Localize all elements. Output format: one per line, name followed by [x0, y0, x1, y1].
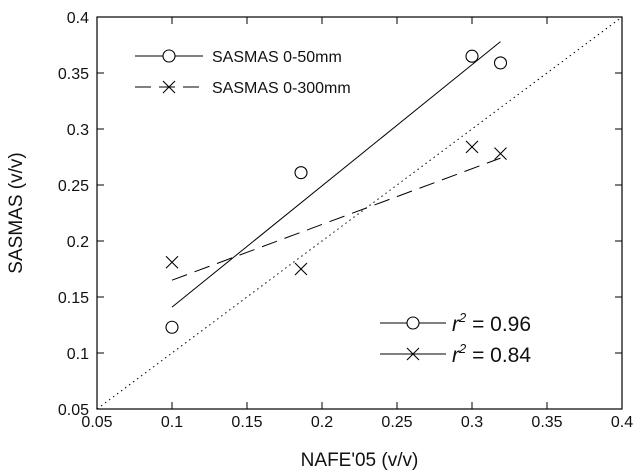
plot-frame — [96, 16, 623, 410]
x-axis-title: NAFE'05 (v/v) — [301, 450, 419, 471]
cross-stroke — [165, 255, 179, 269]
stat-marker — [406, 347, 420, 361]
stat-label: r2 = 0.96 — [452, 310, 531, 336]
data-points — [165, 49, 508, 334]
y-tick-label: 0.1 — [67, 346, 89, 363]
cross-stroke — [406, 347, 420, 361]
legend-marker — [162, 49, 176, 63]
fit-lines — [171, 41, 501, 308]
x-tick-label: 0.3 — [461, 414, 483, 431]
y-tick-label: 0.2 — [67, 234, 89, 251]
y-tick-label: 0.25 — [58, 178, 89, 195]
one-to-one-reference-line — [96, 16, 623, 410]
cross-stroke — [494, 147, 507, 161]
fit-line-cross — [171, 157, 501, 281]
legend-label: SASMAS 0-300mm — [212, 80, 351, 97]
cross-stroke — [294, 262, 308, 276]
x-tick-label: 0.2 — [311, 414, 333, 431]
cross-point — [465, 140, 479, 154]
legend-marker — [162, 80, 176, 94]
x-tick-labels: 0.05 0.1 0.15 0.2 0.25 0.3 0.35 0.4 — [81, 414, 633, 431]
legend-label: SASMAS 0-50mm — [212, 49, 342, 66]
circle-point — [493, 56, 508, 70]
cross-stroke — [465, 140, 479, 154]
x-tick-label: 0.15 — [231, 414, 262, 431]
circle-point — [165, 320, 179, 334]
r-squared-legend: r2 = 0.96 r2 = 0.84 — [380, 310, 531, 367]
y-tick-label: 0.3 — [67, 122, 89, 139]
stat-marker — [406, 316, 420, 330]
x-tick-label: 0.05 — [81, 414, 112, 431]
y-tick-labels: 0.05 0.1 0.15 0.2 0.25 0.3 0.35 0.4 — [58, 10, 89, 419]
reference-line-layer — [96, 16, 623, 410]
circle-point — [465, 49, 479, 63]
y-axis-title: SASMAS (v/v) — [6, 152, 27, 273]
y-tick-label: 0.15 — [58, 290, 89, 307]
y-tick-label: 0.35 — [58, 66, 89, 83]
x-tick-label: 0.4 — [611, 414, 633, 431]
x-tick-label: 0.35 — [531, 414, 562, 431]
cross-point — [294, 262, 308, 276]
axis-ticks — [97, 17, 622, 409]
fit-line-circle — [171, 41, 501, 308]
cross-point — [165, 255, 179, 269]
stat-label: r2 = 0.84 — [452, 341, 531, 367]
circle-point — [294, 166, 308, 180]
cross-point — [494, 147, 507, 161]
cross-stroke — [162, 80, 176, 94]
legend: SASMAS 0-50mm SASMAS 0-300mm — [135, 49, 351, 97]
y-tick-label: 0.4 — [67, 10, 89, 27]
x-tick-label: 0.25 — [381, 414, 412, 431]
x-tick-label: 0.1 — [161, 414, 183, 431]
y-tick-label: 0.05 — [58, 402, 89, 419]
